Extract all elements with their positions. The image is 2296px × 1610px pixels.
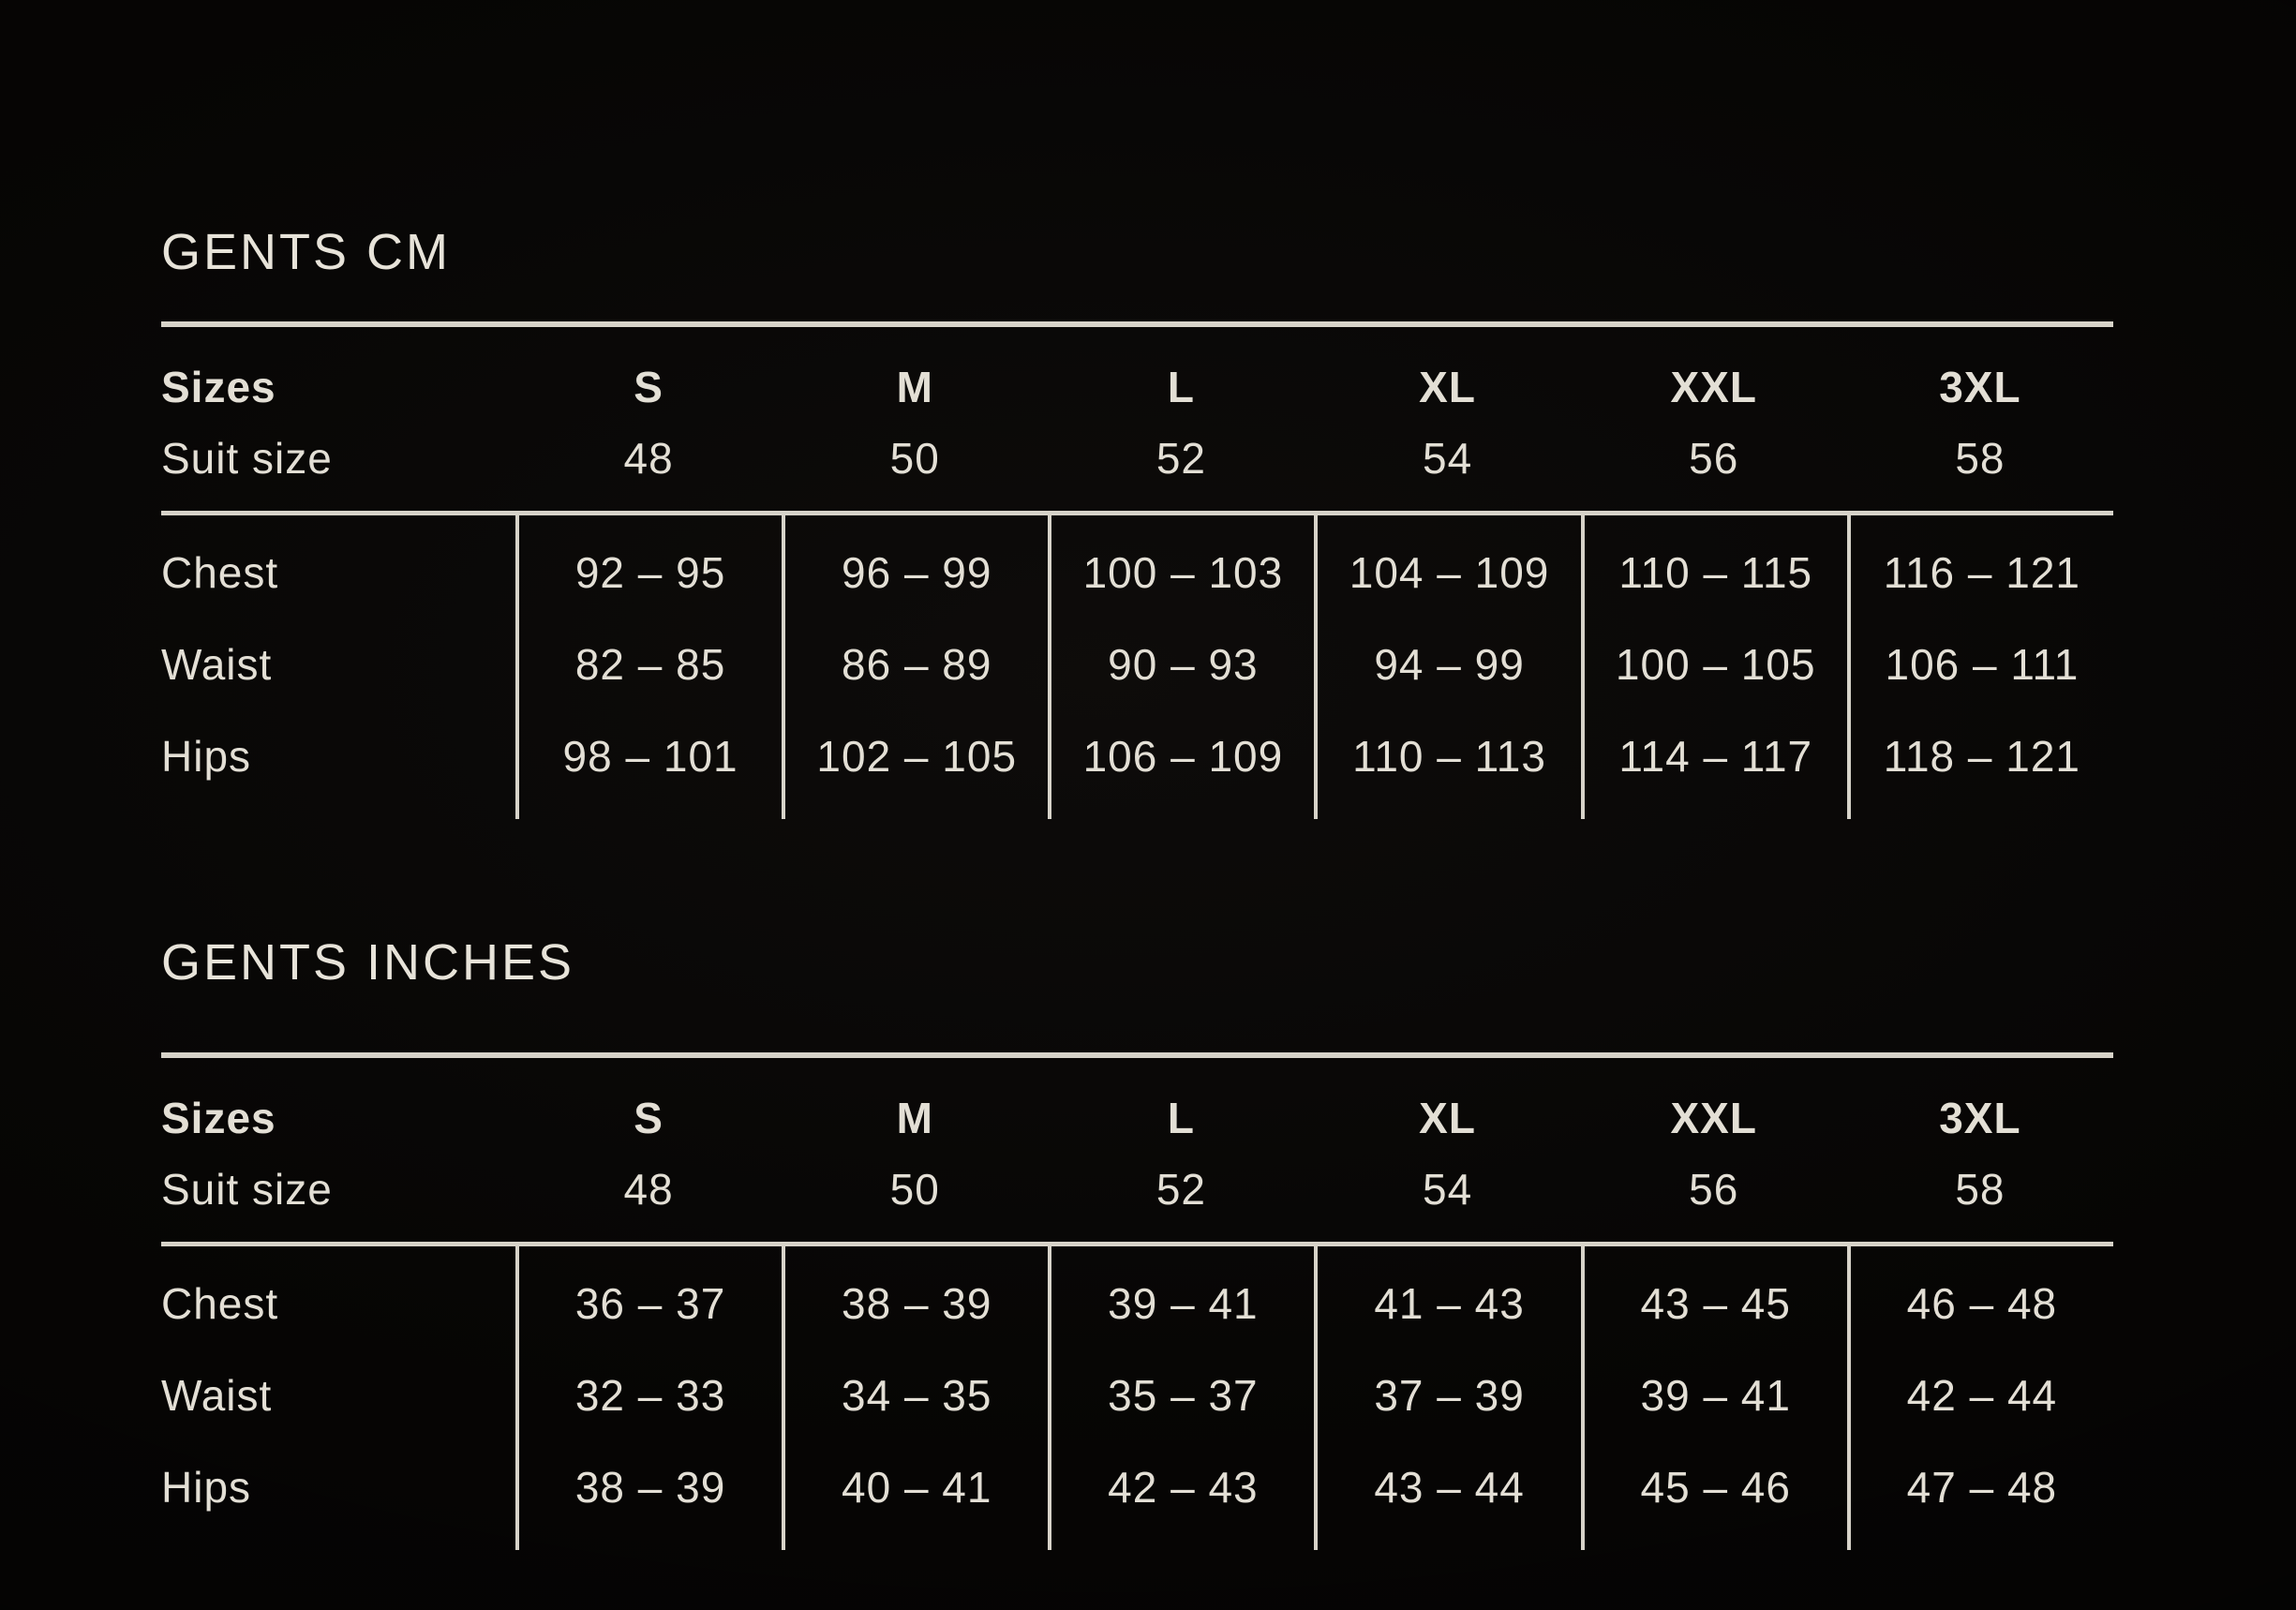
row-label-suit-size: Suit size (161, 1164, 333, 1214)
divider (161, 1051, 2113, 1058)
column-header-m: M (896, 362, 933, 411)
gents-inches-table: GENTS INCHES Sizes S M L XL XXL 3XL Suit… (161, 894, 2113, 1550)
table-cell: 42 – 44 (1906, 1370, 2058, 1420)
size-column-xxl: 43 – 45 39 – 41 45 – 46 (1580, 1245, 1847, 1550)
row-label-hips: Hips (161, 731, 252, 781)
column-header-xxl: XXL (1670, 362, 1757, 411)
table-cell: 32 – 33 (574, 1370, 726, 1420)
suit-size-value: 50 (889, 433, 940, 483)
column-header-xxl: XXL (1670, 1093, 1757, 1142)
size-column-m: 38 – 39 34 – 35 40 – 41 (782, 1245, 1048, 1550)
table-cell: 94 – 99 (1374, 639, 1525, 689)
column-header-3xl: 3XL (1939, 362, 2021, 411)
table-cell: 37 – 39 (1374, 1370, 1525, 1420)
row-label-waist: Waist (161, 639, 273, 689)
gents-cm-table: GENTS CM Sizes S M L XL XXL 3XL Suit siz… (161, 184, 2113, 819)
table-cell: 46 – 48 (1906, 1278, 2058, 1328)
table-cell: 100 – 105 (1615, 639, 1816, 689)
suit-size-value: 54 (1422, 433, 1473, 483)
row-label-chest: Chest (161, 1278, 279, 1328)
table-cell: 118 – 121 (1883, 731, 2081, 781)
table-cell: 34 – 35 (842, 1370, 992, 1420)
row-label-chest: Chest (161, 547, 279, 597)
row-label-waist: Waist (161, 1370, 273, 1420)
table-cell: 43 – 44 (1374, 1462, 1525, 1512)
suit-size-value: 48 (623, 433, 674, 483)
table-header: Sizes S M L XL XXL 3XL Suit size 48 50 5… (161, 1058, 2113, 1225)
label-column: Chest Waist Hips (161, 515, 515, 819)
table-cell: 41 – 43 (1374, 1278, 1525, 1328)
table-cell: 38 – 39 (574, 1462, 726, 1512)
table-cell: 38 – 39 (842, 1278, 992, 1328)
size-column-s: 36 – 37 32 – 33 38 – 39 (515, 1245, 782, 1550)
column-header-s: S (634, 362, 663, 411)
table-cell: 106 – 111 (1885, 639, 2080, 689)
suit-size-value: 50 (889, 1164, 940, 1214)
size-column-xl: 104 – 109 94 – 99 110 – 113 (1314, 514, 1580, 819)
divider (161, 1241, 2113, 1246)
table-cell: 90 – 93 (1108, 639, 1259, 689)
column-header-l: L (1167, 362, 1195, 411)
size-column-s: 92 – 95 82 – 85 98 – 101 (515, 514, 782, 819)
suit-size-value: 48 (623, 1164, 674, 1214)
size-column-3xl: 116 – 121 106 – 111 118 – 121 (1846, 514, 2113, 819)
table-cell: 45 – 46 (1640, 1462, 1791, 1512)
suit-size-value: 56 (1689, 433, 1739, 483)
table-title-gents-cm: GENTS CM (161, 223, 452, 280)
divider (161, 321, 2113, 327)
size-column-l: 39 – 41 35 – 37 42 – 43 (1048, 1245, 1314, 1550)
table-cell: 114 – 117 (1618, 731, 1813, 781)
row-label-suit-size: Suit size (161, 433, 333, 483)
size-column-xl: 41 – 43 37 – 39 43 – 44 (1314, 1245, 1580, 1550)
table-cell: 47 – 48 (1906, 1462, 2058, 1512)
table-header: Sizes S M L XL XXL 3XL Suit size 48 50 5… (161, 327, 2113, 494)
table-cell: 104 – 109 (1349, 547, 1550, 597)
table-cell: 39 – 41 (1640, 1370, 1791, 1420)
column-header-xl: XL (1419, 1093, 1476, 1142)
table-cell: 102 – 105 (816, 731, 1018, 781)
suit-size-value: 58 (1955, 433, 2005, 483)
table-cell: 106 – 109 (1082, 731, 1284, 781)
suit-size-value: 54 (1422, 1164, 1473, 1214)
column-header-sizes: Sizes (161, 362, 276, 411)
table-cell: 100 – 103 (1082, 547, 1284, 597)
table-cell: 36 – 37 (574, 1278, 726, 1328)
suit-size-value: 56 (1689, 1164, 1739, 1214)
column-header-sizes: Sizes (161, 1093, 276, 1142)
table-title-gents-inches: GENTS INCHES (161, 933, 575, 991)
table-body: Chest Waist Hips 92 – 95 82 – 85 98 – 10… (161, 514, 2113, 819)
table-cell: 96 – 99 (842, 547, 992, 597)
table-cell: 43 – 45 (1640, 1278, 1791, 1328)
row-label-hips: Hips (161, 1462, 252, 1512)
column-header-3xl: 3XL (1939, 1093, 2021, 1142)
column-header-l: L (1167, 1093, 1195, 1142)
divider (161, 510, 2113, 515)
size-column-l: 100 – 103 90 – 93 106 – 109 (1048, 514, 1314, 819)
table-cell: 39 – 41 (1108, 1278, 1259, 1328)
column-header-xl: XL (1419, 362, 1476, 411)
size-column-3xl: 46 – 48 42 – 44 47 – 48 (1846, 1245, 2113, 1550)
suit-size-value: 58 (1955, 1164, 2005, 1214)
table-cell: 116 – 121 (1883, 547, 2081, 597)
table-cell: 82 – 85 (574, 639, 726, 689)
table-cell: 35 – 37 (1108, 1370, 1259, 1420)
table-cell: 40 – 41 (842, 1462, 992, 1512)
size-column-xxl: 110 – 115 100 – 105 114 – 117 (1580, 514, 1847, 819)
table-body: Chest Waist Hips 36 – 37 32 – 33 38 – 39… (161, 1245, 2113, 1550)
table-cell: 92 – 95 (574, 547, 726, 597)
column-header-m: M (896, 1093, 933, 1142)
table-cell: 98 – 101 (562, 731, 738, 781)
table-cell: 110 – 115 (1618, 547, 1813, 597)
table-cell: 110 – 113 (1352, 731, 1546, 781)
suit-size-value: 52 (1155, 1164, 1206, 1214)
size-column-m: 96 – 99 86 – 89 102 – 105 (782, 514, 1048, 819)
column-header-s: S (634, 1093, 663, 1142)
table-cell: 86 – 89 (842, 639, 992, 689)
table-cell: 42 – 43 (1108, 1462, 1259, 1512)
label-column: Chest Waist Hips (161, 1246, 515, 1550)
suit-size-value: 52 (1155, 433, 1206, 483)
